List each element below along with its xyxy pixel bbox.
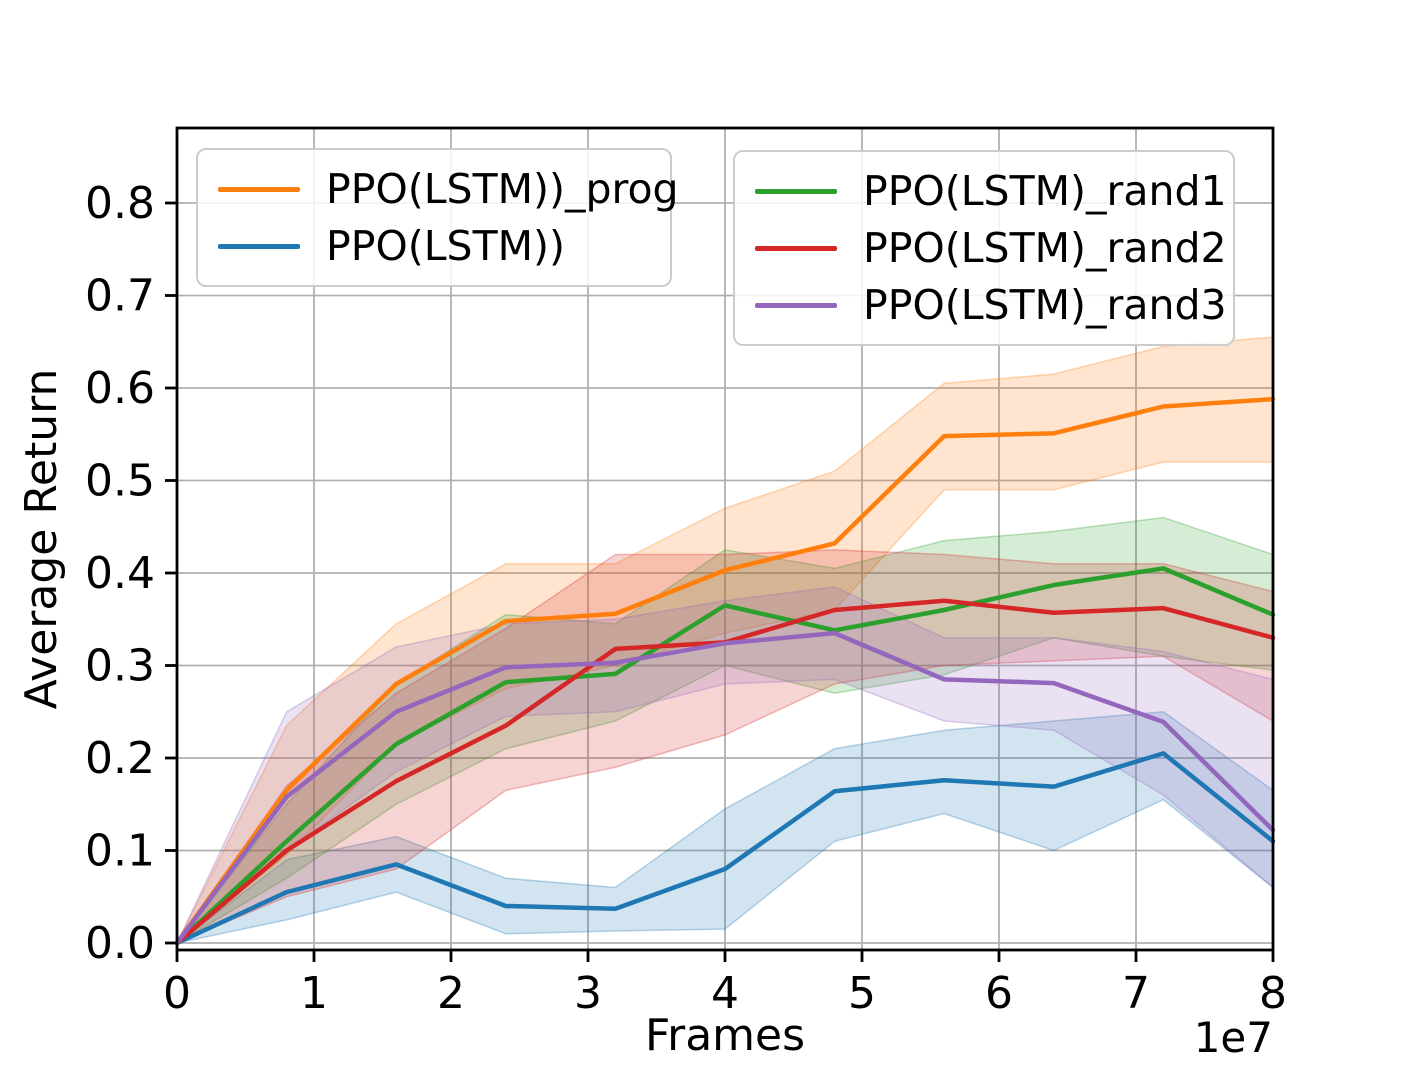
y-tick-label: 0.2 [85, 733, 155, 784]
y-axis-label: Average Return [16, 368, 67, 710]
legend-label: PPO(LSTM)_rand3 [863, 281, 1227, 329]
legend-entry: PPO(LSTM))_prog [218, 165, 679, 213]
series-line-PPO(LSTM)_rand3 [174, 630, 1276, 946]
series-line-PPO(LSTM))_prog [174, 396, 1276, 946]
legend-entry: PPO(LSTM)_rand1 [755, 167, 1227, 215]
x-tick-label: 2 [437, 968, 465, 1019]
y-tick-label: 0.6 [85, 363, 155, 414]
x-tick-label: 4 [711, 968, 739, 1019]
legend-label: PPO(LSTM)) [326, 222, 565, 270]
legend-label: PPO(LSTM))_prog [326, 165, 679, 213]
legend-line-swatch-blue [218, 243, 300, 249]
x-tick-label: 6 [985, 968, 1013, 1019]
y-tick-label: 0.5 [85, 456, 155, 507]
legend-label: PPO(LSTM)_rand2 [863, 224, 1227, 272]
y-tick-label: 0.3 [85, 641, 155, 692]
y-tick-label: 0.0 [85, 918, 155, 969]
x-tick-label: 8 [1259, 968, 1287, 1019]
legend-line-swatch-purple [755, 302, 837, 308]
legend-box-2: PPO(LSTM)_rand1 PPO(LSTM)_rand2 PPO(LSTM… [733, 150, 1235, 346]
x-tick-label: 5 [848, 968, 876, 1019]
y-tick-label: 0.1 [85, 826, 155, 877]
legend-entry: PPO(LSTM)) [218, 222, 650, 270]
legend-entry: PPO(LSTM)_rand2 [755, 224, 1227, 272]
x-tick-label: 0 [163, 968, 191, 1019]
legend-line-swatch-orange [218, 186, 300, 192]
legend-entry: PPO(LSTM)_rand3 [755, 281, 1227, 329]
x-tick-label: 7 [1122, 968, 1150, 1019]
legend-box-1: PPO(LSTM))_prog PPO(LSTM)) [196, 148, 679, 287]
legend-label: PPO(LSTM)_rand1 [863, 167, 1227, 215]
x-axis-offset-label: 1e7 [1193, 1013, 1273, 1062]
series-line-PPO(LSTM)_rand1 [174, 566, 1276, 946]
y-tick-label: 0.7 [85, 271, 155, 322]
y-tick-label: 0.4 [85, 548, 155, 599]
legend-line-swatch-green [755, 188, 837, 194]
series-line-PPO(LSTM)) [174, 751, 1276, 946]
x-axis-label: Frames [644, 1010, 806, 1061]
y-tick-label: 0.8 [85, 178, 155, 229]
legend-line-swatch-red [755, 245, 837, 251]
x-tick-label: 1 [300, 968, 328, 1019]
x-tick-label: 3 [574, 968, 602, 1019]
